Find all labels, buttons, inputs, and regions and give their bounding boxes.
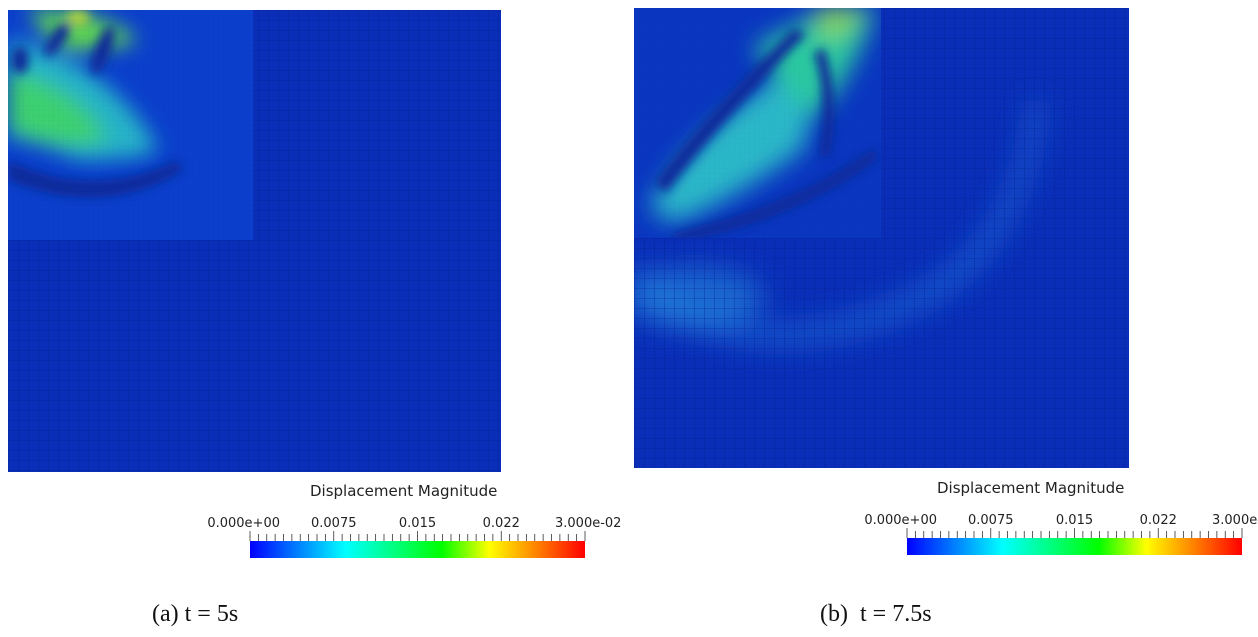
tick-label: 3.000e-02 (1212, 513, 1258, 528)
tick-label: 0.0075 (311, 516, 357, 531)
legend-title: Displacement Magnitude (937, 479, 1125, 497)
color-legend: 0.000e+00 0.0075 0.015 0.022 3.000e-02 (207, 516, 621, 558)
caption-a: (a) t = 5s (152, 601, 239, 627)
tick-label: 0.022 (1140, 513, 1177, 528)
displacement-field-t7-5 (634, 8, 1129, 468)
mesh-grid-coarse (881, 8, 1129, 468)
mesh-grid-coarse (634, 238, 881, 468)
legend-title: Displacement Magnitude (310, 482, 498, 500)
tick-label: 0.0075 (968, 513, 1014, 528)
panel-b: Displacement Magnitude 0.000e+00 0.0075 0.… (629, 0, 1258, 637)
tick-label: 0.022 (483, 516, 520, 531)
tick-label: 0.015 (1056, 513, 1093, 528)
fine-mesh-region (634, 8, 881, 238)
mesh-grid-coarse (253, 10, 501, 472)
tick-label: 0.000e+00 (864, 513, 937, 528)
panel-a: Displacement Magnitude 0.000e+00 0.0075 0.… (8, 10, 621, 627)
tick-label: 0.015 (399, 516, 436, 531)
color-legend: 0.000e+00 0.0075 0.015 0.022 3.000e-02 (864, 513, 1258, 555)
displacement-field-t5 (8, 10, 501, 472)
mesh-grid-coarse (8, 240, 253, 472)
colorbar (250, 541, 585, 558)
fine-mesh-region (8, 10, 253, 240)
tick-label: 0.000e+00 (207, 516, 280, 531)
colorbar (907, 538, 1242, 555)
caption-b: (b) t = 7.5s (820, 601, 932, 627)
tick-label: 3.000e-02 (555, 516, 621, 531)
